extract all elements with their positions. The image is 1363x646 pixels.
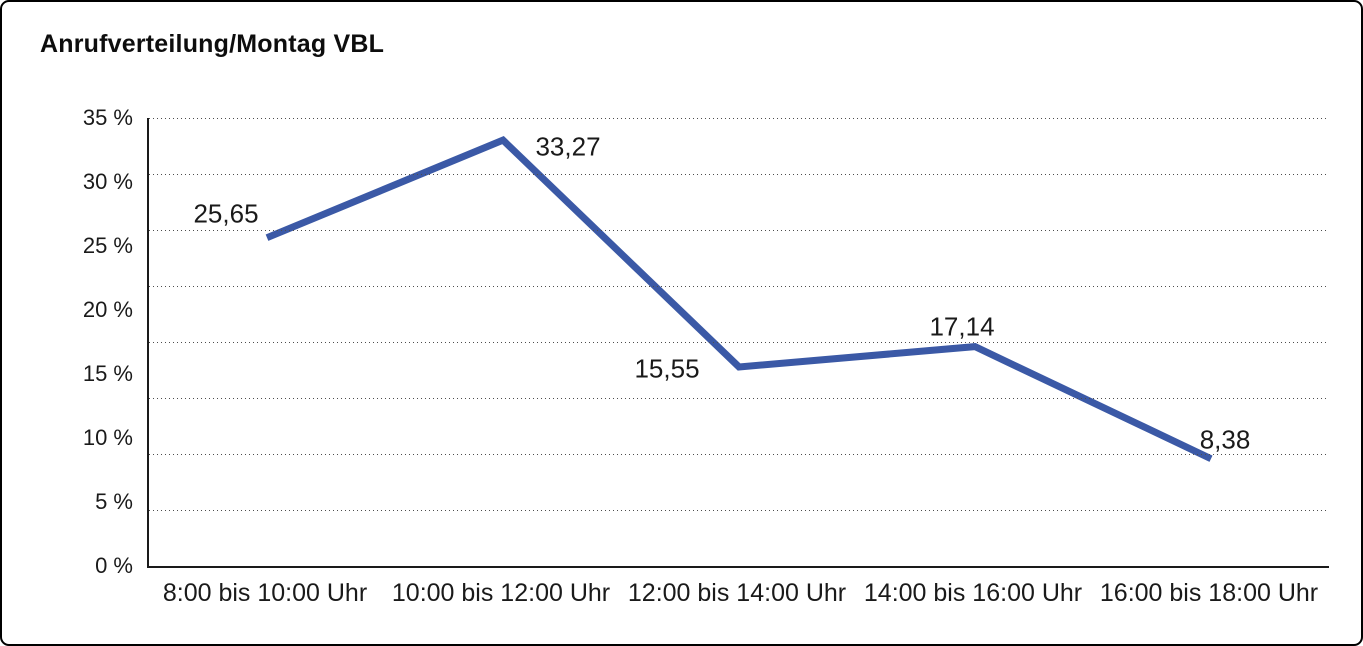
- point-value-label: 15,55: [634, 353, 700, 384]
- x-axis: 8:00 bis 10:00 Uhr 10:00 bis 12:00 Uhr 12:…: [147, 579, 1327, 613]
- y-tick-label: 5 %: [95, 489, 133, 514]
- y-tick-label: 0 %: [95, 553, 133, 578]
- y-tick-label: 35 %: [82, 105, 133, 130]
- gridline: [149, 174, 1329, 175]
- point-value-label: 25,65: [193, 198, 259, 229]
- gridline: [149, 118, 1329, 119]
- point-value-label: 8,38: [1199, 424, 1251, 455]
- plot-area: 25,65 33,27 15,55 17,14 8,38: [147, 118, 1329, 568]
- gridline: [149, 398, 1329, 399]
- y-tick-label: 30 %: [82, 169, 133, 194]
- data-line: [265, 136, 1213, 462]
- point-value-label: 17,14: [929, 311, 995, 342]
- x-tick-label: 10:00 bis 12:00 Uhr: [391, 579, 611, 607]
- gridline: [149, 510, 1329, 511]
- x-tick-label: 12:00 bis 14:00 Uhr: [627, 579, 847, 607]
- chart-title: Anrufverteilung/Montag VBL: [40, 30, 385, 58]
- y-tick-label: 25 %: [82, 233, 133, 258]
- y-tick-label: 15 %: [82, 361, 133, 386]
- y-axis: 35 % 30 % 25 % 20 % 15 % 10 % 5 % 0 %: [2, 105, 133, 578]
- gridline: [149, 230, 1329, 231]
- x-tick-label: 8:00 bis 10:00 Uhr: [162, 579, 368, 607]
- gridline: [149, 342, 1329, 343]
- x-tick-label: 16:00 bis 18:00 Uhr: [1099, 579, 1319, 607]
- x-tick-label: 14:00 bis 16:00 Uhr: [863, 579, 1083, 607]
- gridline: [149, 286, 1329, 287]
- y-tick-label: 10 %: [82, 425, 133, 450]
- y-tick-label: 20 %: [82, 297, 133, 322]
- gridline: [149, 454, 1329, 455]
- point-value-label: 33,27: [535, 131, 601, 162]
- data-line-svg: [265, 136, 1213, 462]
